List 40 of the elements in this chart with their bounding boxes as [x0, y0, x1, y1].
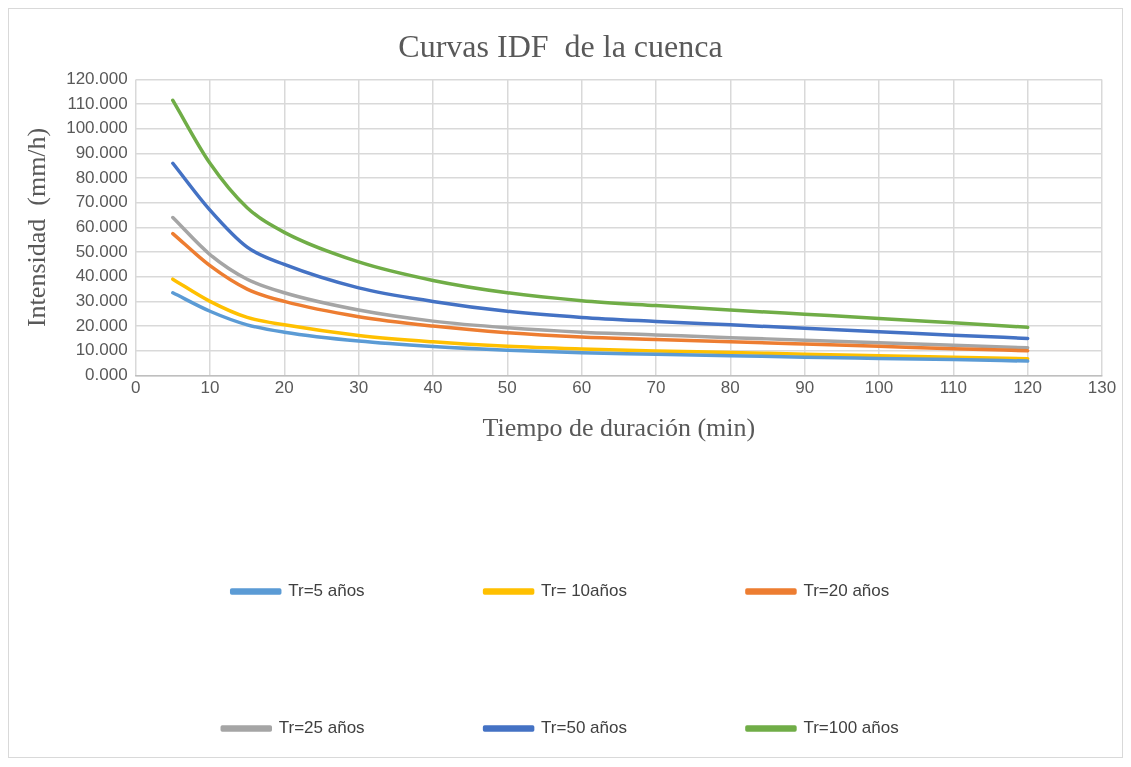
legend-label: Tr=100 años: [803, 718, 899, 738]
x-tick-label: 130: [1087, 378, 1117, 398]
line-series: [171, 277, 1030, 361]
x-tick-label: 40: [423, 378, 443, 398]
x-axis-title: Tiempo de duración (min): [482, 413, 756, 443]
legend-label: Tr=5 años: [288, 581, 365, 601]
y-tick-label: 20.000: [75, 315, 128, 335]
legend-label: Tr=50 años: [541, 718, 627, 738]
y-tick-label: 0.000: [85, 365, 128, 385]
y-tick-label: 80.000: [75, 167, 128, 187]
x-tick-label: 100: [864, 378, 894, 398]
line-series: [171, 98, 1030, 330]
chart-title: Curvas IDF de la cuenca: [398, 27, 723, 64]
y-axis-title: Intensidad (mm/h): [22, 127, 52, 328]
legend-label: Tr=25 años: [278, 718, 365, 738]
x-tick-label: 70: [646, 378, 666, 398]
line-series: [171, 161, 1030, 341]
x-tick-label: 60: [572, 378, 592, 398]
legend-label: Tr= 10años: [541, 581, 627, 601]
y-tick-label: 90.000: [75, 143, 128, 163]
y-tick-label: 120.000: [66, 69, 128, 89]
x-tick-label: 10: [200, 378, 220, 398]
line-series: [171, 291, 1030, 363]
y-tick-label: 110.000: [67, 93, 128, 113]
x-tick-label: 110: [939, 378, 967, 398]
x-tick-label: 120: [1013, 378, 1042, 398]
legend-label: Tr=20 años: [803, 581, 890, 601]
x-tick-label: 50: [497, 378, 517, 398]
y-tick-label: 50.000: [75, 241, 128, 261]
y-tick-label: 30.000: [75, 291, 128, 311]
y-tick-label: 60.000: [75, 217, 128, 237]
y-tick-label: 10.000: [75, 340, 128, 360]
y-tick-label: 40.000: [75, 266, 128, 286]
y-tick-label: 100.000: [66, 118, 128, 138]
x-tick-label: 20: [274, 378, 294, 398]
x-tick-label: 90: [795, 378, 815, 398]
x-tick-label: 0: [130, 378, 141, 398]
x-tick-label: 30: [349, 378, 369, 398]
x-tick-label: 80: [720, 378, 740, 398]
y-tick-label: 70.000: [75, 192, 128, 212]
